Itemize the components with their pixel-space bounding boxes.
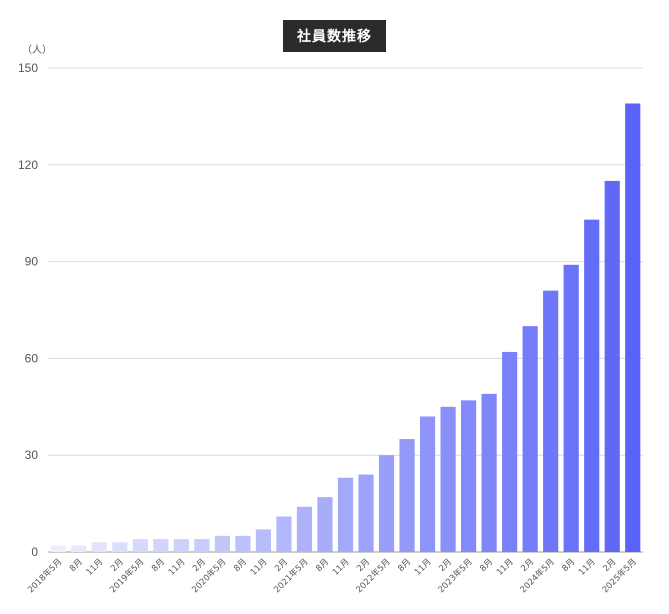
y-tick-label: 30: [25, 448, 39, 462]
x-tick-label: 2月: [519, 557, 536, 574]
bar: [481, 393, 497, 552]
x-tick-label: 11月: [577, 557, 598, 578]
x-tick-label: 2月: [273, 557, 290, 574]
x-tick-label: 11月: [413, 557, 434, 578]
bar: [584, 219, 600, 552]
bar: [502, 351, 518, 552]
x-tick-label: 2月: [601, 557, 618, 574]
bar: [337, 477, 354, 552]
bar: [91, 542, 107, 552]
bar: [440, 406, 456, 552]
bar: [276, 516, 292, 552]
bar: [625, 103, 641, 553]
bar: [214, 535, 230, 552]
bar: [522, 326, 538, 552]
x-tick-label: 11月: [495, 557, 516, 578]
x-tick-label: 2月: [109, 557, 126, 574]
x-tick-label: 11月: [249, 557, 270, 578]
bar: [194, 539, 210, 552]
x-tick-label: 11月: [331, 557, 352, 578]
bar: [71, 545, 87, 552]
chart-title-container: 社員数推移: [0, 20, 669, 52]
x-tick-label: 2018年5月: [25, 556, 64, 595]
y-axis-unit-label: （人）: [22, 44, 52, 56]
x-tick-label: 8月: [68, 557, 85, 574]
bar: [399, 439, 415, 552]
bar: [604, 180, 620, 552]
x-tick-label: 8月: [150, 557, 167, 574]
bar: [132, 539, 148, 552]
bar: [419, 416, 436, 552]
bar: [461, 400, 477, 552]
x-tick-label: 2月: [355, 557, 372, 574]
bar: [317, 497, 333, 552]
y-tick-label: 0: [31, 545, 38, 559]
bar: [235, 535, 251, 552]
x-tick-label: 8月: [314, 557, 331, 574]
x-tick-label: 11月: [85, 557, 106, 578]
y-tick-label: 120: [18, 158, 38, 172]
x-tick-label: 11月: [167, 557, 188, 578]
chart-title: 社員数推移: [283, 20, 386, 52]
y-tick-label: 60: [25, 351, 39, 365]
bars: [50, 103, 641, 553]
bar: [255, 529, 272, 552]
bar: [378, 455, 395, 552]
x-tick-label: 8月: [560, 557, 577, 574]
bar: [112, 542, 128, 552]
y-tick-label: 150: [18, 61, 38, 75]
bar: [173, 539, 189, 552]
x-tick-label: 8月: [478, 557, 495, 574]
x-tick-label: 2月: [191, 557, 208, 574]
x-tick-label: 8月: [396, 557, 413, 574]
y-axis-ticks: 0 30 60 90 120 150: [18, 61, 38, 559]
bar: [296, 506, 313, 552]
bar: [153, 539, 169, 552]
bar: [358, 474, 374, 552]
y-tick-label: 90: [25, 255, 39, 269]
bar: [563, 264, 579, 552]
x-tick-label: 8月: [232, 557, 249, 574]
bar: [50, 545, 66, 552]
x-tick-label: 2月: [437, 557, 454, 574]
bar: [543, 290, 559, 552]
